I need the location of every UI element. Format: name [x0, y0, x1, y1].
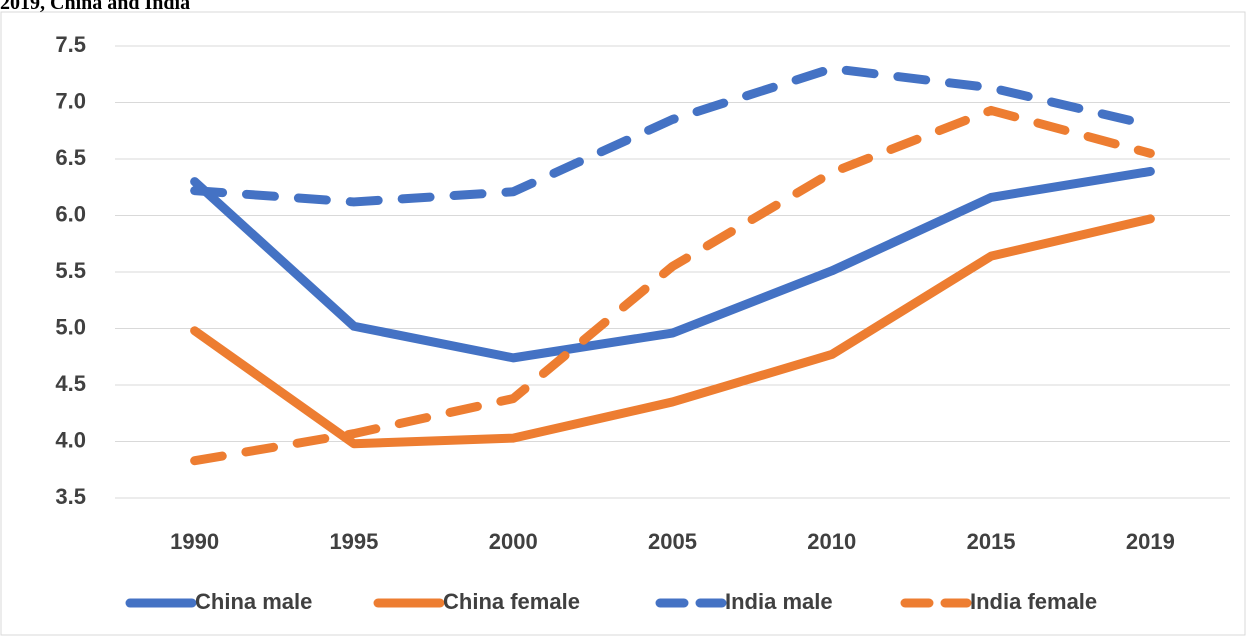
- y-tick-label: 5.0: [55, 314, 86, 339]
- y-tick-label: 4.0: [55, 427, 86, 452]
- x-tick-label: 2005: [648, 529, 697, 554]
- y-tick-label: 3.5: [55, 484, 86, 509]
- series-line: [190, 214, 1155, 449]
- x-tick-label: 2015: [967, 529, 1016, 554]
- x-tick-label: 2010: [807, 529, 856, 554]
- x-tick-label: 1990: [170, 529, 219, 554]
- chart-frame: [0, 11, 1246, 636]
- series-line: [190, 105, 1155, 466]
- x-tick-label: 1995: [329, 529, 378, 554]
- x-tick-label: 2000: [489, 529, 538, 554]
- series-line: [190, 166, 1155, 363]
- series-line: [190, 64, 1155, 207]
- y-tick-label: 7.5: [55, 32, 86, 57]
- legend-label: China male: [195, 589, 312, 614]
- y-tick-label: 5.5: [55, 258, 86, 283]
- legend-label: India female: [970, 589, 1097, 614]
- legend-label: China female: [443, 589, 580, 614]
- x-tick-label: 2019: [1126, 529, 1175, 554]
- chart-title: 2019, China and India: [0, 0, 190, 14]
- y-tick-label: 6.0: [55, 201, 86, 226]
- legend-label: India male: [725, 589, 833, 614]
- y-tick-label: 6.5: [55, 145, 86, 170]
- y-tick-label: 7.0: [55, 88, 86, 113]
- y-tick-label: 4.5: [55, 371, 86, 396]
